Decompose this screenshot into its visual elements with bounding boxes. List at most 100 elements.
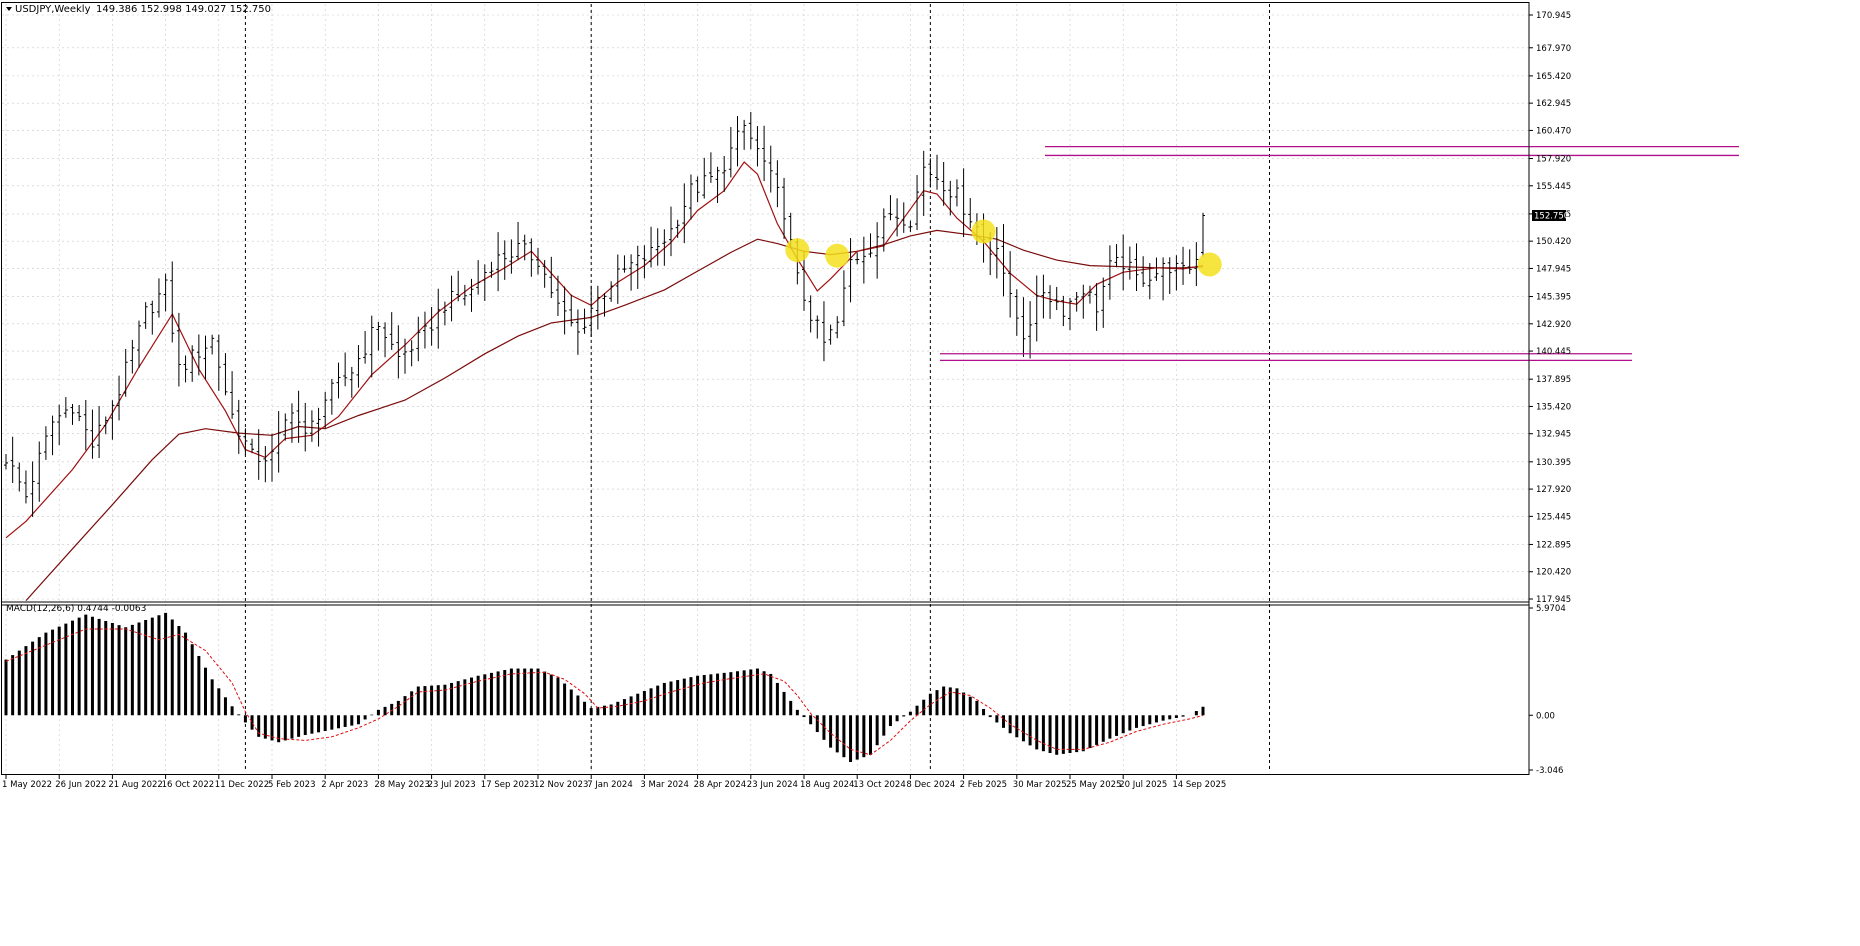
ohlc-bar (542, 260, 547, 288)
price-tick-label: 170.945 (1536, 11, 1571, 21)
symbol-label: USDJPY,Weekly (15, 4, 91, 15)
ohlc-bar (10, 436, 15, 483)
price-tick-label: 135.420 (1536, 402, 1571, 412)
ohlc-bar (176, 312, 181, 387)
ohlc-bar (343, 352, 348, 387)
signal-markers (785, 219, 1222, 277)
ohlc-bar (555, 275, 560, 316)
ohlc-bar (682, 183, 687, 244)
ohlc-bar (1001, 224, 1006, 297)
ohlc-bar (1008, 251, 1013, 318)
price-tick-label: 132.945 (1536, 430, 1571, 440)
ohlc-bar (57, 404, 62, 446)
ohlc-bar (622, 255, 627, 273)
chart-menu-triangle-icon[interactable] (6, 7, 12, 11)
ohlc-bar (994, 227, 999, 279)
ohlc-bar (296, 390, 301, 443)
ohlc-bar (1187, 249, 1192, 274)
ohlc-bar (649, 226, 654, 268)
time-tick-label: 28 May 2023 (374, 780, 429, 790)
ohlc-bar (782, 177, 787, 239)
ohlc-bar (123, 348, 128, 397)
price-tick-label: 117.945 (1536, 595, 1571, 605)
chart-frame (1, 2, 1530, 775)
ohlc-bar (409, 340, 414, 367)
ohlc-bar (762, 125, 767, 182)
price-tick-label: 140.445 (1536, 347, 1571, 357)
macd-tick-label: -3.046 (1536, 766, 1563, 776)
price-tick-label: 125.445 (1536, 512, 1571, 522)
ohlc-bar (722, 156, 727, 192)
ohlc-bar (376, 321, 381, 351)
ohlc-bar (921, 150, 926, 216)
ohlc-bar (855, 252, 860, 265)
ohlc-bar (509, 239, 514, 274)
ohlc-bar (1161, 257, 1166, 301)
current-price-label: 152.750 (1534, 212, 1569, 222)
current-price-tag-bg (1532, 210, 1566, 221)
price-tick-label: 155.445 (1536, 182, 1571, 192)
price-tick-label: 127.920 (1536, 485, 1571, 495)
time-tick-label: 26 Jun 2022 (55, 780, 106, 790)
ohlc-bar (43, 426, 48, 460)
ohlc-bar (223, 353, 228, 396)
ohlc-bar (70, 403, 75, 425)
ohlc-bar (4, 453, 8, 470)
ohlc-bar (941, 161, 946, 206)
price-tick-label: 145.395 (1536, 293, 1571, 303)
time-tick-label: 13 Oct 2024 (853, 780, 906, 790)
ohlc-bar (1134, 243, 1139, 292)
ohlc-bar (303, 402, 308, 452)
ohlc-bar (422, 311, 427, 349)
signal-marker (971, 219, 996, 244)
ohlc-bar (276, 411, 281, 473)
ohlc-bar (270, 433, 274, 482)
ohlc-bar (1061, 295, 1066, 327)
time-tick-label: 11 Dec 2022 (215, 780, 269, 790)
ohlc-bar (216, 334, 221, 391)
ohlc-bar (416, 316, 421, 362)
ohlc-bar (569, 294, 574, 327)
chart-header: USDJPY,Weekly 149.386 152.998 149.027 15… (6, 4, 271, 15)
ohlc-bar (1127, 246, 1132, 280)
ohlc-bar (895, 198, 900, 237)
price-tick-label: 150.420 (1536, 237, 1571, 247)
time-tick-label: 3 Mar 2024 (640, 780, 688, 790)
ohlc-bar (549, 256, 554, 299)
ohlc-bar (529, 238, 534, 277)
ohlc-bar (336, 362, 341, 399)
ohlc-bar (675, 219, 680, 238)
ohlc-bar (582, 308, 587, 334)
ohlc-bar (156, 278, 161, 318)
ohlc-bar (516, 221, 521, 261)
price-tick-label: 162.945 (1536, 99, 1571, 109)
price-tick-label: 167.970 (1536, 44, 1571, 54)
ohlc-bar (821, 301, 826, 362)
ohlc-bar (103, 416, 108, 435)
ohlc-bar (137, 320, 141, 368)
ohlc-bar (815, 315, 820, 339)
time-tick-label: 14 Sep 2025 (1172, 780, 1226, 790)
signal-marker (1197, 252, 1222, 277)
ohlc-bar (1167, 257, 1172, 294)
ohlc-bar (935, 154, 939, 190)
ohlc-bar (37, 441, 42, 502)
time-tick-label: 8 Dec 2024 (906, 780, 955, 790)
ohlc-bar (768, 145, 773, 193)
ohlc-bar (1201, 212, 1205, 257)
ohlc-bar (117, 375, 122, 421)
ohlc-bar (230, 371, 235, 419)
ohlc-bar (1021, 297, 1026, 357)
ohlc-bar (948, 180, 953, 216)
ohlc-bar (702, 157, 707, 199)
ohlc-bar (748, 111, 753, 150)
macd-tick-label: 5.9704 (1536, 604, 1566, 614)
ohlc-bar (562, 286, 567, 335)
ohlc-bar (881, 208, 886, 252)
ohlc-bar (83, 399, 88, 451)
range-lines (940, 145, 1739, 362)
ohlc-bar (1087, 285, 1092, 304)
ohlc-bar (828, 324, 833, 345)
